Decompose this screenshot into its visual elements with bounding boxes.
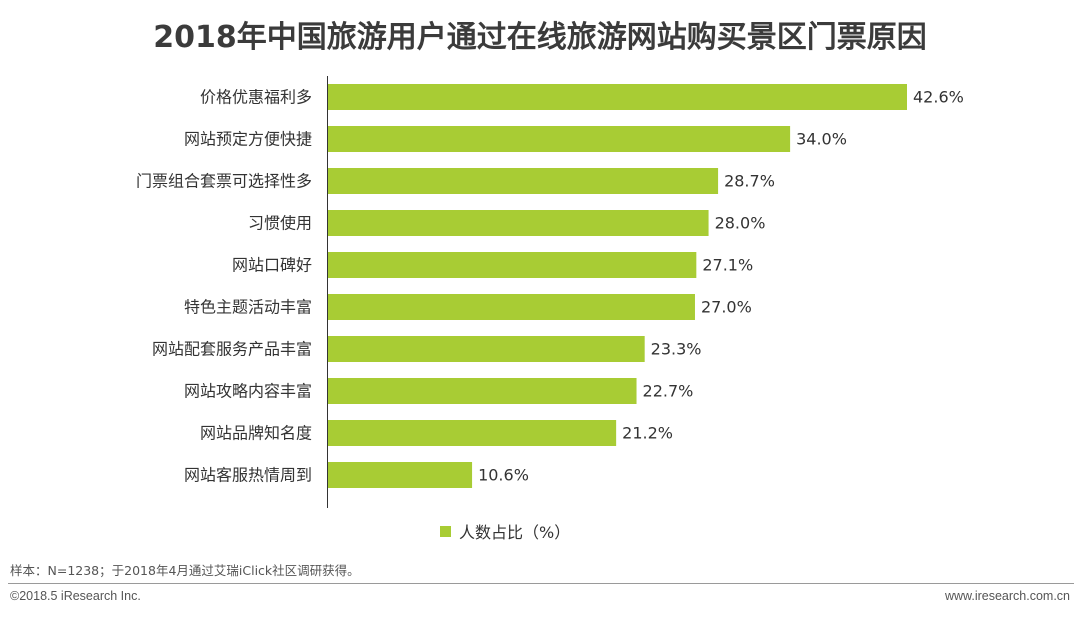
legend-label: 人数占比（%） (459, 523, 571, 542)
value-label: 28.7% (724, 172, 775, 191)
website-text: www.iresearch.com.cn (944, 589, 1070, 603)
value-label: 27.0% (701, 298, 752, 317)
copyright-text: ©2018.5 iResearch Inc. (10, 589, 141, 603)
category-label: 网站品牌知名度 (200, 424, 312, 443)
value-label: 23.3% (651, 340, 702, 359)
footer-divider (8, 583, 1074, 584)
category-label: 价格优惠福利多 (200, 88, 312, 107)
value-label: 10.6% (478, 466, 529, 485)
category-label: 网站客服热情周到 (184, 466, 312, 485)
bar (328, 294, 695, 320)
value-label: 42.6% (913, 88, 964, 107)
bar (328, 336, 645, 362)
chart-title: 2018年中国旅游用户通过在线旅游网站购买景区门票原因 (153, 20, 927, 55)
legend: 人数占比（%） (440, 519, 570, 543)
category-label: 习惯使用 (248, 214, 312, 233)
bar (328, 126, 791, 152)
category-label: 网站配套服务产品丰富 (152, 340, 312, 359)
category-label: 网站预定方便快捷 (184, 130, 312, 149)
value-label: 34.0% (796, 130, 847, 149)
legend-swatch (440, 525, 451, 537)
value-label: 21.2% (622, 424, 673, 443)
category-label: 网站口碑好 (232, 256, 312, 275)
bar (328, 420, 617, 446)
sample-note: 样本：N=1238；于2018年4月通过艾瑞iClick社区调研获得。 (10, 563, 360, 578)
category-label: 特色主题活动丰富 (184, 298, 312, 317)
value-label: 27.1% (702, 256, 753, 275)
bar (328, 210, 709, 236)
bar (328, 252, 697, 278)
category-label: 门票组合套票可选择性多 (136, 172, 312, 191)
bar (328, 84, 907, 110)
category-label: 网站攻略内容丰富 (184, 382, 312, 401)
bar (328, 378, 637, 404)
bar (328, 462, 473, 488)
value-label: 28.0% (715, 214, 766, 233)
bar (328, 168, 719, 194)
bars-layer: 价格优惠福利多 42.6% 网站预定方便快捷 34.0% 门票组合套票可选择性多 28.7… (136, 84, 964, 488)
value-label: 22.7% (643, 382, 694, 401)
